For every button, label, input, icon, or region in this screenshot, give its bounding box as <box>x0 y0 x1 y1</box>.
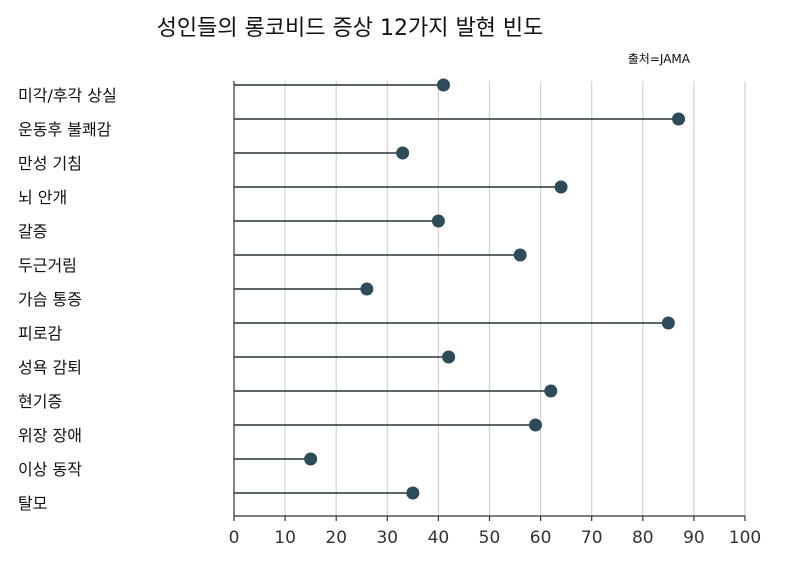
lollipop-dot <box>513 248 527 262</box>
category-label: 갈증 <box>18 222 47 241</box>
lollipop-dot <box>304 452 318 466</box>
category-label: 만성 기침 <box>18 154 82 173</box>
lollipop-dot <box>528 418 542 432</box>
x-tick-label: 70 <box>581 528 603 548</box>
lollipop-dot <box>396 146 410 160</box>
lollipop-dot <box>437 78 451 92</box>
grid-lines <box>284 81 746 516</box>
lollipop-dot <box>661 316 675 330</box>
x-tick-label: 30 <box>376 528 398 548</box>
x-tick-label: 0 <box>229 528 240 548</box>
category-label: 뇌 안개 <box>18 188 67 207</box>
x-tick-label: 80 <box>632 528 654 548</box>
x-axis: 0 10 20 30 40 50 60 70 80 90 100 <box>229 81 761 548</box>
category-label: 피로감 <box>18 324 62 343</box>
stems <box>234 84 679 494</box>
category-label: 이상 동작 <box>18 460 82 479</box>
x-tick-label: 100 <box>729 528 761 548</box>
x-tick-label: 10 <box>274 528 296 548</box>
chart-source: 출처=JAMA <box>627 52 690 66</box>
lollipop-dot <box>406 486 420 500</box>
x-tick-label: 50 <box>479 528 501 548</box>
lollipop-dot <box>554 180 568 194</box>
lollipop-dot <box>544 384 558 398</box>
lollipop-dot <box>442 350 456 364</box>
category-label: 성욕 감퇴 <box>18 358 82 377</box>
lollipop-dot <box>431 214 445 228</box>
x-tick-label: 20 <box>325 528 347 548</box>
dots <box>304 78 686 500</box>
category-label: 미각/후각 상실 <box>18 86 117 105</box>
category-label: 현기증 <box>18 392 62 411</box>
category-label: 두근거림 <box>18 256 77 275</box>
x-tick-label: 90 <box>683 528 705 548</box>
chart-title: 성인들의 롱코비드 증상 12가지 발현 빈도 <box>156 16 544 41</box>
x-tick-label: 40 <box>428 528 450 548</box>
category-label: 탈모 <box>18 494 47 513</box>
lollipop-dot <box>672 112 686 126</box>
category-label: 가슴 통증 <box>18 290 82 309</box>
category-label: 위장 장애 <box>18 426 82 445</box>
lollipop-dot <box>360 282 374 296</box>
category-label: 운동후 불쾌감 <box>18 120 112 139</box>
x-tick-label: 60 <box>530 528 552 548</box>
